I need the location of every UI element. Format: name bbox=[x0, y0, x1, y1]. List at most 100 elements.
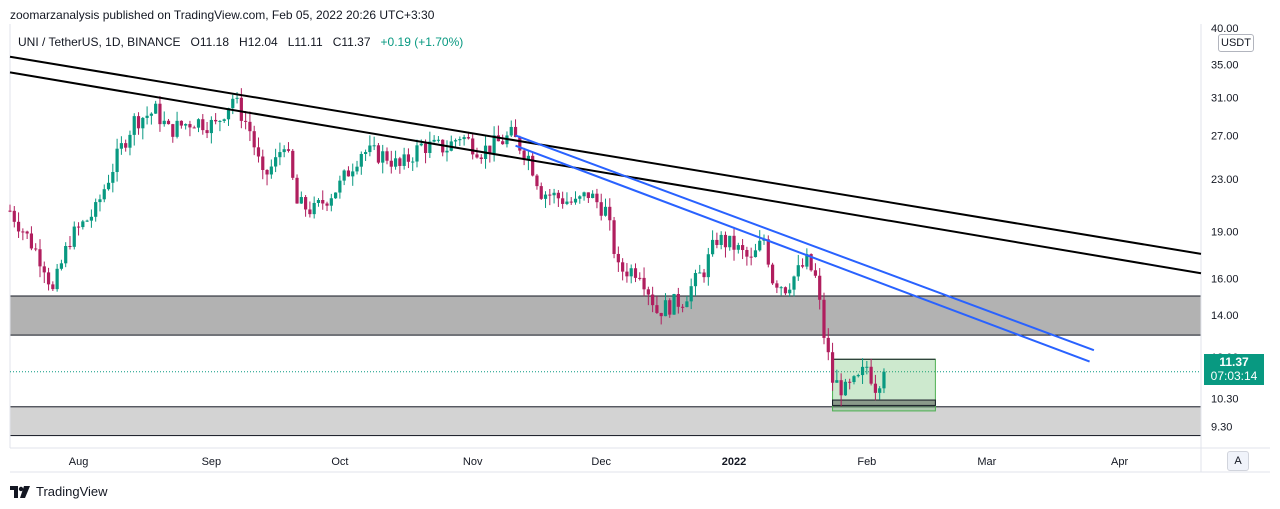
candle-body bbox=[55, 268, 59, 290]
currency-selector[interactable]: USDT bbox=[1218, 34, 1254, 52]
candle-body bbox=[119, 143, 123, 149]
price-tick-label: 31.00 bbox=[1211, 93, 1239, 105]
candle-body bbox=[603, 206, 608, 216]
price-tick-label: 35.00 bbox=[1211, 59, 1239, 71]
candle-body bbox=[458, 139, 462, 141]
candle-body bbox=[693, 272, 698, 287]
candle-body bbox=[501, 141, 505, 145]
candle-body bbox=[488, 145, 492, 154]
candle-body bbox=[419, 143, 423, 146]
time-tick-label: Feb bbox=[857, 456, 876, 468]
candle-body bbox=[453, 140, 458, 142]
candle-body bbox=[552, 192, 556, 196]
candle-body bbox=[98, 199, 102, 203]
candle-body bbox=[402, 154, 406, 166]
candle-body bbox=[518, 137, 522, 151]
candle-body bbox=[355, 166, 359, 172]
candle-body bbox=[591, 193, 595, 199]
candle-body bbox=[728, 235, 732, 248]
candle-body bbox=[218, 120, 222, 122]
candle-body bbox=[663, 300, 668, 317]
candle-body bbox=[492, 135, 496, 154]
candle-body bbox=[415, 145, 419, 162]
candle-body bbox=[800, 265, 805, 267]
candle-body bbox=[813, 270, 818, 276]
candle-body bbox=[286, 149, 291, 151]
consolidation-box-base bbox=[832, 399, 936, 406]
candle-body bbox=[299, 197, 303, 204]
candle-body bbox=[8, 210, 12, 212]
candle-body bbox=[655, 305, 659, 313]
candle-body bbox=[770, 264, 775, 284]
candle-body bbox=[406, 154, 411, 162]
candle-body bbox=[878, 388, 882, 393]
candle-body bbox=[475, 154, 479, 158]
candle-body bbox=[351, 171, 355, 177]
candle-body bbox=[34, 248, 38, 250]
candle-body bbox=[681, 306, 685, 308]
candle-body bbox=[758, 240, 762, 251]
close-label: C bbox=[332, 35, 342, 49]
candle-body bbox=[753, 250, 758, 258]
candle-body bbox=[852, 376, 856, 383]
candle-body bbox=[141, 117, 145, 129]
candle-body bbox=[638, 277, 642, 279]
symbol-name[interactable]: UNI / TetherUS, 1D, BINANCE bbox=[18, 35, 181, 49]
candle-body bbox=[162, 120, 166, 125]
candle-body bbox=[809, 254, 813, 271]
candle-body bbox=[860, 366, 865, 376]
candle-body bbox=[115, 148, 119, 173]
candle-body bbox=[698, 272, 702, 274]
candle-body bbox=[428, 141, 432, 154]
candle-body bbox=[869, 366, 873, 384]
candle-body bbox=[805, 254, 809, 267]
candle-body bbox=[158, 103, 162, 125]
candle-body bbox=[145, 115, 149, 118]
time-tick-label: Oct bbox=[331, 456, 348, 468]
candle-body bbox=[766, 239, 770, 265]
high-label: H bbox=[239, 35, 248, 49]
candle-body bbox=[274, 157, 278, 167]
open-value: 11.18 bbox=[199, 35, 229, 49]
candle-body bbox=[329, 198, 333, 206]
trendline-black-lower bbox=[9, 71, 1202, 275]
candle-body bbox=[184, 124, 188, 126]
candle-body bbox=[668, 300, 672, 315]
candle-body bbox=[209, 119, 213, 134]
candle-body bbox=[231, 98, 235, 109]
auto-scale-button[interactable]: A bbox=[1227, 451, 1249, 471]
candle-body bbox=[436, 139, 441, 141]
candle-body bbox=[363, 152, 368, 154]
price-tick-label: 23.00 bbox=[1211, 174, 1239, 186]
candle-body bbox=[179, 120, 183, 126]
candle-body bbox=[85, 220, 89, 222]
candle-body bbox=[76, 226, 81, 228]
candle-body bbox=[595, 193, 599, 203]
candle-body bbox=[201, 119, 205, 131]
candle-body bbox=[548, 194, 552, 196]
trendline-black-upper bbox=[9, 55, 1202, 255]
candle-body bbox=[308, 209, 312, 215]
candle-body bbox=[873, 383, 878, 393]
tradingview-logo[interactable]: TradingView bbox=[10, 484, 108, 499]
candle-body bbox=[188, 124, 192, 128]
candle-body bbox=[256, 147, 261, 157]
price-tick-label: 14.00 bbox=[1211, 310, 1239, 322]
candle-body bbox=[513, 126, 518, 138]
price-tick-label: 10.30 bbox=[1211, 394, 1239, 406]
candle-body bbox=[239, 97, 243, 121]
candle-body bbox=[29, 233, 34, 249]
candle-body bbox=[466, 137, 471, 139]
symbol-info-bar[interactable]: UNI / TetherUS, 1D, BINANCE O11.18 H12.0… bbox=[18, 35, 463, 49]
candle-body bbox=[42, 266, 46, 273]
candle-body bbox=[689, 286, 693, 302]
candle-body bbox=[621, 262, 625, 272]
candle-body bbox=[788, 289, 792, 294]
candle-body bbox=[304, 197, 308, 210]
candle-body bbox=[706, 254, 710, 278]
candle-body bbox=[205, 130, 209, 134]
candle-body bbox=[128, 134, 132, 148]
last-price-tag: 11.37 07:03:14 bbox=[1204, 354, 1264, 385]
candle-body bbox=[616, 253, 620, 263]
